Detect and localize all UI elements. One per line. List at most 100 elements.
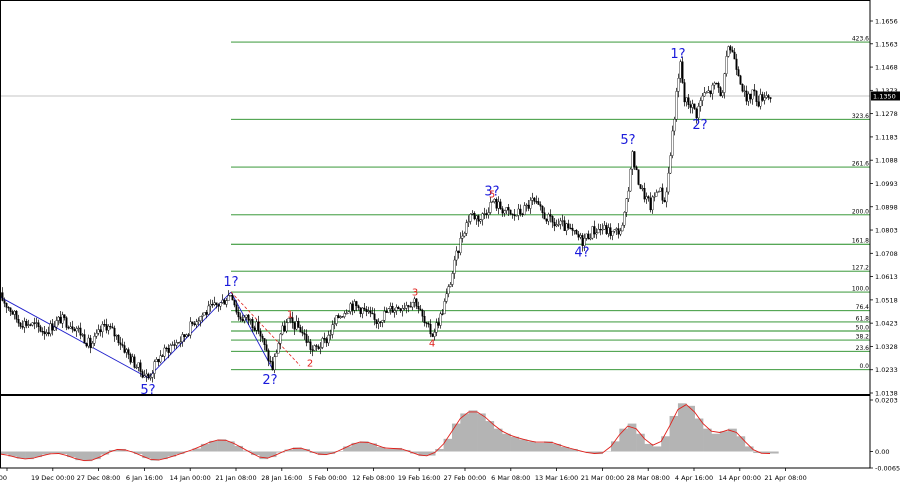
candle-body — [523, 205, 526, 215]
candle-body — [189, 321, 192, 336]
time-tick-label: 14 Apr 00:00 — [719, 474, 761, 482]
candle-body — [251, 319, 254, 329]
wave-label: 5 — [489, 189, 495, 200]
candle-body — [303, 332, 306, 335]
candle-body — [755, 90, 758, 102]
osc-bar — [142, 451, 151, 459]
candle-body — [353, 301, 356, 311]
candle-body — [11, 311, 14, 315]
candle-body — [307, 341, 310, 343]
candle-body — [561, 220, 564, 222]
candle-body — [193, 323, 196, 326]
candle-body — [283, 325, 286, 332]
price-tick-label: 1.0518 — [875, 296, 898, 304]
candle-body — [313, 345, 316, 351]
time-tick-label: 6 Jan 16:00 — [126, 474, 163, 482]
candle-body — [233, 299, 236, 306]
candle-body — [115, 334, 118, 337]
candle-body — [631, 151, 634, 170]
candle-body — [65, 317, 68, 328]
candle-body — [471, 213, 474, 215]
price-tick-label: 1.1278 — [875, 110, 898, 118]
candle-body — [243, 317, 246, 322]
candle-body — [369, 310, 372, 314]
candle-body — [769, 97, 772, 100]
osc-bar — [251, 451, 260, 456]
fib-level-label: 423.6 — [852, 36, 869, 43]
osc-bar — [443, 438, 453, 452]
candle-body — [339, 316, 342, 318]
price-tick-label: 1.1656 — [875, 18, 898, 26]
candle-body — [177, 342, 180, 344]
candle-body — [609, 227, 612, 236]
candle-body — [163, 347, 166, 357]
price-tick-label: 1.0138 — [875, 390, 898, 398]
candle-body — [751, 89, 754, 100]
candle-body — [89, 337, 92, 349]
candle-body — [701, 95, 704, 101]
candle-body — [395, 306, 398, 311]
wave-label: 1? — [223, 275, 238, 290]
candle-body — [663, 200, 666, 203]
candle-body — [677, 78, 680, 92]
candle-body — [417, 306, 420, 310]
osc-bar — [761, 451, 771, 454]
candle-body — [507, 207, 510, 211]
price-tick-label: 1.0328 — [875, 343, 898, 351]
wave-label: 1? — [670, 47, 685, 62]
candle-body — [671, 130, 674, 156]
candle-body — [231, 295, 234, 301]
candle-body — [71, 326, 74, 330]
candle-body — [317, 346, 320, 349]
osc-tick-label: 0.0203 — [875, 397, 898, 405]
candle-body — [277, 343, 280, 354]
osc-bar — [276, 451, 285, 453]
candle-body — [47, 332, 50, 335]
osc-bar — [393, 447, 403, 452]
osc-bar — [376, 446, 386, 452]
candle-body — [9, 307, 12, 312]
time-tick-label: 19 Feb 16:00 — [398, 474, 441, 482]
time-tick-label: 27 Dec 08:00 — [77, 474, 121, 482]
candle-body — [379, 321, 382, 323]
candle-body — [133, 356, 136, 368]
osc-signal-line — [0, 404, 771, 462]
candle-body — [413, 298, 416, 303]
candle-body — [367, 310, 370, 312]
candle-body — [25, 321, 28, 326]
osc-bar — [585, 451, 595, 454]
osc-bar — [159, 451, 168, 460]
candle-body — [337, 315, 340, 318]
candle-body — [651, 196, 654, 211]
fib-level-label: 0.0 — [859, 363, 869, 370]
candle-body — [447, 286, 450, 294]
candle-body — [81, 334, 84, 336]
candle-body — [569, 227, 572, 230]
candle-body — [725, 56, 728, 74]
candle-body — [281, 325, 284, 335]
candle-body — [661, 187, 664, 201]
candle-body — [629, 168, 632, 192]
candle-body — [757, 101, 760, 107]
time-tick-label: 6:00 — [0, 474, 7, 482]
candle-body — [173, 344, 176, 346]
candle-body — [403, 307, 406, 310]
candle-body — [441, 313, 444, 315]
candle-body — [657, 191, 660, 193]
osc-bar — [334, 451, 344, 452]
candle-body — [259, 331, 262, 337]
candle-body — [431, 333, 434, 337]
osc-bar — [225, 441, 235, 452]
wave-label: 5? — [620, 133, 635, 148]
candle-body — [21, 326, 24, 328]
time-tick-label: 5 Feb 00:00 — [308, 474, 347, 482]
candle-body — [329, 334, 332, 336]
candle-body — [3, 300, 6, 304]
candle-body — [61, 314, 64, 324]
candle-body — [405, 305, 408, 309]
candle-body — [49, 323, 52, 335]
candle-body — [351, 303, 354, 311]
fibonacci-levels: 423.6323.6261.6200.0161.8127.2100.076.46… — [231, 36, 870, 370]
candle-body — [389, 306, 392, 310]
